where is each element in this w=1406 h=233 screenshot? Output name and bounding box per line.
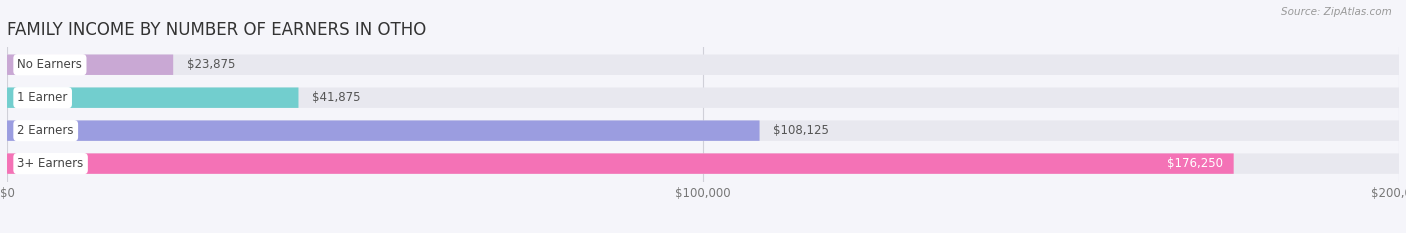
Text: 3+ Earners: 3+ Earners: [17, 157, 84, 170]
FancyBboxPatch shape: [7, 87, 298, 108]
FancyBboxPatch shape: [7, 120, 759, 141]
Text: FAMILY INCOME BY NUMBER OF EARNERS IN OTHO: FAMILY INCOME BY NUMBER OF EARNERS IN OT…: [7, 21, 426, 39]
FancyBboxPatch shape: [7, 153, 1399, 174]
FancyBboxPatch shape: [7, 120, 1399, 141]
FancyBboxPatch shape: [7, 55, 173, 75]
Text: $41,875: $41,875: [312, 91, 361, 104]
Text: 2 Earners: 2 Earners: [17, 124, 75, 137]
FancyBboxPatch shape: [7, 153, 1233, 174]
Text: Source: ZipAtlas.com: Source: ZipAtlas.com: [1281, 7, 1392, 17]
Text: 1 Earner: 1 Earner: [17, 91, 67, 104]
Text: $23,875: $23,875: [187, 58, 235, 71]
Text: $108,125: $108,125: [773, 124, 830, 137]
Text: $176,250: $176,250: [1167, 157, 1223, 170]
Text: No Earners: No Earners: [17, 58, 83, 71]
FancyBboxPatch shape: [7, 55, 1399, 75]
FancyBboxPatch shape: [7, 87, 1399, 108]
